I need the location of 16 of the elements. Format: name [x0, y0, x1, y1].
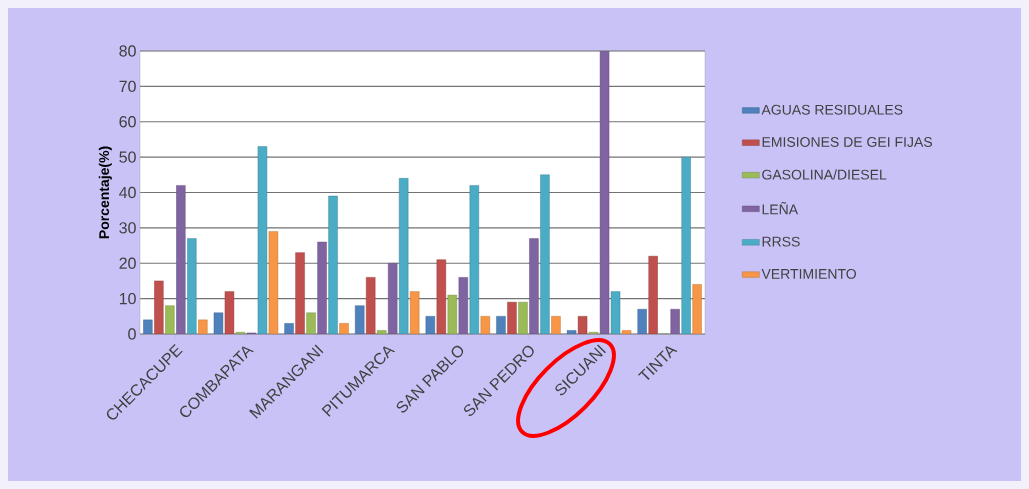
y-tick-label: 40 — [119, 186, 136, 199]
y-tick-label: 80 — [119, 45, 136, 57]
y-axis-title: Porcentaje(%) — [98, 146, 112, 239]
y-tick-label: 70 — [119, 80, 136, 93]
y-tick-label: 10 — [119, 292, 136, 305]
y-tick-label: 50 — [119, 151, 136, 163]
legend-label: GASOLINA/DIESEL — [762, 169, 887, 180]
y-tick-label: 30 — [119, 222, 136, 234]
legend-label: RRSS — [762, 236, 800, 247]
legend-label: AGUAS RESIDUALES — [761, 104, 903, 115]
y-tick-label: 60 — [119, 116, 136, 128]
legend-label: VERTIMIENTO — [761, 268, 856, 279]
legend-label: LEÑA — [762, 201, 799, 215]
y-tick-label: 0 — [128, 328, 136, 340]
legend-label: EMISIONES DE GEI FIJAS — [762, 137, 933, 147]
y-tick-label: 20 — [119, 257, 136, 269]
